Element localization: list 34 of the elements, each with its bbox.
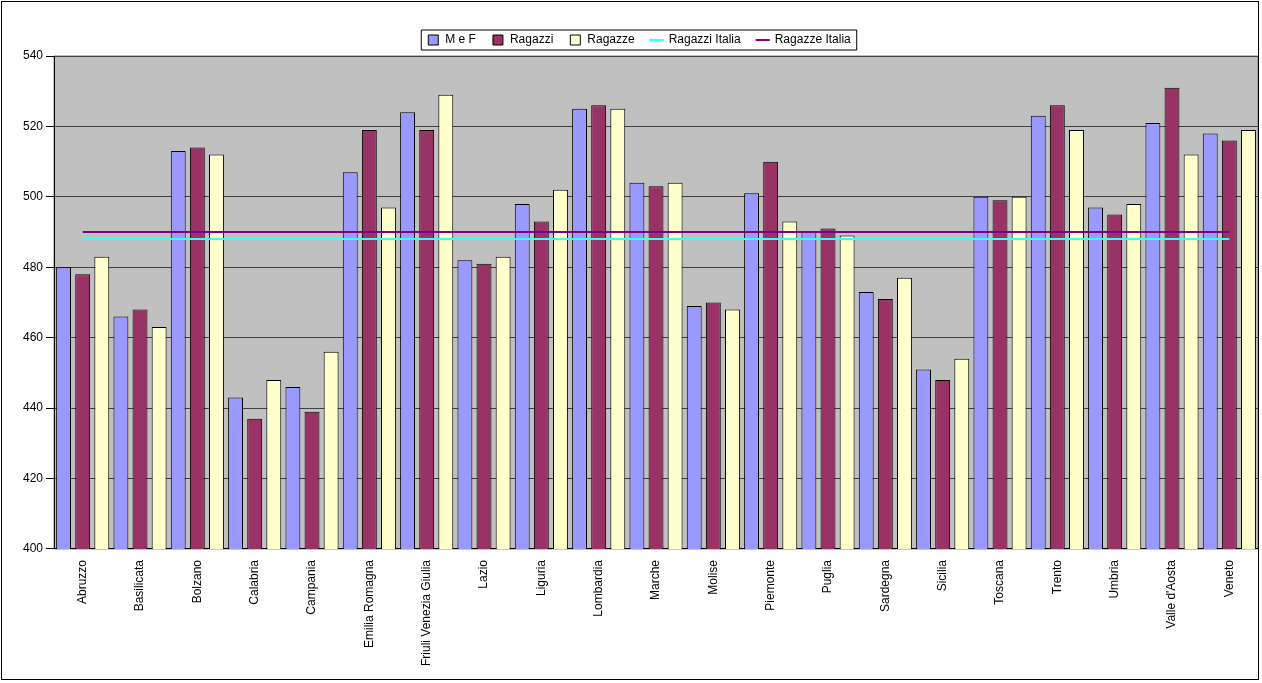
x-tick-label: Marche [648, 559, 663, 600]
y-tick-label: 440 [22, 400, 44, 415]
x-tick-label: Lombardia [590, 559, 605, 617]
x-tick-label: Umbria [1106, 559, 1121, 599]
x-tick-label: Trento [1049, 559, 1064, 595]
y-tick-label: 500 [22, 189, 44, 204]
x-tick-label: Lazio [476, 559, 491, 589]
x-tick-label: Sicilia [934, 559, 949, 592]
x-tick-label: Piemonte [762, 559, 777, 611]
y-tick-label: 520 [22, 118, 44, 133]
x-tick-label: Friuli Venezia Giulia [418, 559, 433, 667]
y-tick-label: 540 [22, 48, 44, 63]
x-tick-label: Puglia [820, 559, 835, 594]
x-tick-label: Liguria [533, 559, 548, 596]
x-tick-label: Valle d'Aosta [1164, 559, 1179, 629]
x-tick-label: Calabria [247, 559, 261, 605]
x-tick-label: Abruzzo [75, 559, 89, 604]
x-tick-label: Emilia Romagna [361, 559, 376, 648]
legend-label: M e F [445, 32, 476, 47]
y-tick-label: 420 [22, 470, 44, 485]
legend-label: Ragazzi Italia [668, 32, 742, 47]
x-tick-label: Veneto [1221, 559, 1236, 598]
x-tick-label: Basilicata [132, 559, 147, 612]
x-tick-label: Toscana [992, 559, 1007, 605]
legend-label: Ragazzi [509, 32, 554, 47]
y-tick-label: 480 [22, 259, 44, 274]
y-tick-label: 460 [22, 330, 44, 344]
x-tick-label: Molise [705, 559, 720, 595]
legend-label: Ragazze Italia [774, 32, 852, 47]
x-tick-label: Bolzano [189, 559, 204, 604]
legend-label: Ragazze [587, 32, 635, 47]
x-tick-label: Sardegna [877, 559, 892, 612]
x-tick-label: Campania [304, 559, 319, 615]
y-tick-label: 400 [22, 541, 44, 556]
